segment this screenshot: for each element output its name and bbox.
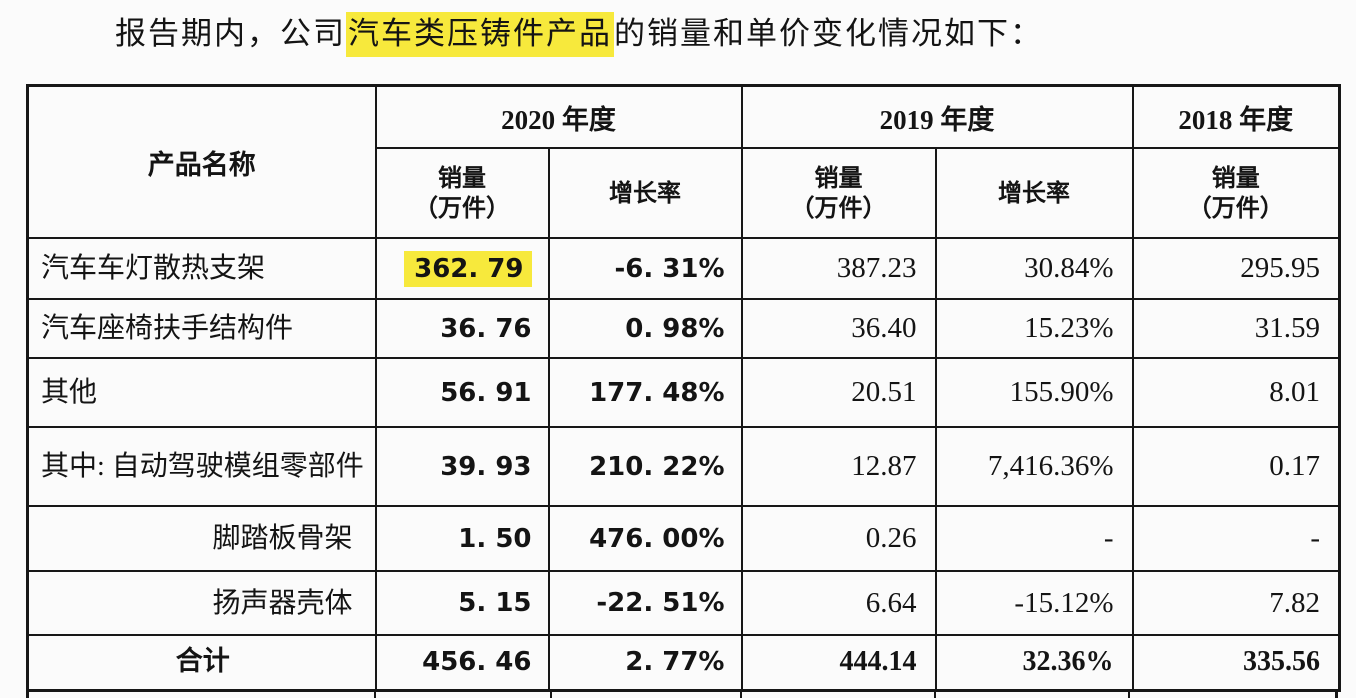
qty-2020-cell: 456. 46 xyxy=(374,634,550,691)
growth-2020-cell: 476. 00% xyxy=(547,505,743,572)
product-name-cell: 扬声器壳体 xyxy=(26,570,377,636)
header-row-metrics: 销量 （万件） 增长率 销量 （万件） 增长率 销量 （万件） xyxy=(28,147,1341,239)
header-2020-growth: 增长率 xyxy=(547,147,743,239)
growth-2020-cell: 0. 98% xyxy=(547,298,743,359)
header-2019-qty: 销量 （万件） xyxy=(740,147,937,239)
report-heading: 报告期内，公司汽车类压铸件产品的销量和单价变化情况如下： xyxy=(115,8,1043,57)
qty-2018-cell: 335.56 xyxy=(1131,634,1341,691)
growth-2019-cell: 32.36% xyxy=(934,634,1134,691)
qty-2019-cell: 444.14 xyxy=(740,634,937,691)
table-row: 扬声器壳体 5. 15 -22. 51% 6.64 -15.12% 7.82 xyxy=(26,570,1341,636)
growth-2020-cell: 177. 48% xyxy=(547,357,743,428)
qty-unit-label: （万件） xyxy=(1187,194,1284,223)
growth-2019-cell: 155.90% xyxy=(934,357,1134,428)
qty-unit-label: （万件） xyxy=(790,194,887,223)
total-label-cell: 合计 xyxy=(26,634,377,691)
qty-2020-cell: 56. 91 xyxy=(374,357,550,428)
header-year-2020: 2020 年度 xyxy=(374,84,743,150)
qty-2018-cell: 7.82 xyxy=(1131,570,1341,636)
growth-2019-cell: 15.23% xyxy=(934,298,1134,359)
partial-line xyxy=(374,690,376,698)
product-name-cell: 其他 xyxy=(26,357,377,428)
qty-2019-cell: 36.40 xyxy=(740,298,937,359)
table-row: 汽车座椅扶手结构件 36. 76 0. 98% 36.40 15.23% 31.… xyxy=(26,298,1341,359)
growth-2020-cell: 210. 22% xyxy=(547,426,743,507)
header-product-name: 产品名称 xyxy=(26,84,377,239)
growth-2020-cell: -6. 31% xyxy=(547,237,743,300)
qty-2019-cell: 387.23 xyxy=(740,237,937,300)
header-2019-growth: 增长率 xyxy=(934,147,1134,239)
heading-highlighted-phrase: 汽车类压铸件产品 xyxy=(346,12,614,57)
sales-price-table: 产品名称 2020 年度 2019 年度 2018 年度 销量 （万件） 增长率… xyxy=(26,84,1341,692)
qty-unit-label: （万件） xyxy=(414,194,510,223)
growth-2020-cell: 2. 77% xyxy=(547,634,743,691)
qty-2019-cell: 20.51 xyxy=(740,357,937,428)
qty-2019-cell: 12.87 xyxy=(740,426,937,507)
qty-2020-cell: 36. 76 xyxy=(374,298,550,359)
qty-2020-cell: 1. 50 xyxy=(374,505,550,572)
heading-text-pre: 报告期内，公司 xyxy=(115,16,346,51)
growth-2019-cell: 7,416.36% xyxy=(934,426,1134,507)
qty-2020-cell: 5. 15 xyxy=(374,570,550,636)
growth-2019-cell: - xyxy=(934,505,1134,572)
partial-line xyxy=(1128,690,1130,698)
highlighted-value: 362. 79 xyxy=(404,250,532,287)
partial-line xyxy=(934,690,936,698)
table-row: 脚踏板骨架 1. 50 476. 00% 0.26 - - xyxy=(26,505,1341,572)
table-row-total: 合计 456. 46 2. 77% 444.14 32.36% 335.56 xyxy=(26,634,1341,691)
product-name-cell: 汽车座椅扶手结构件 xyxy=(26,298,377,359)
qty-2019-cell: 0.26 xyxy=(740,505,937,572)
heading-text-post: 的销量和单价变化情况如下： xyxy=(614,16,1043,51)
table-row: 其他 56. 91 177. 48% 20.51 155.90% 8.01 xyxy=(26,357,1341,428)
table-row: 其中: 自动驾驶模组零部件 39. 93 210. 22% 12.87 7,41… xyxy=(26,426,1341,507)
qty-2018-cell: 31.59 xyxy=(1131,298,1341,359)
next-row-partial xyxy=(0,690,1356,698)
qty-label: 销量 xyxy=(1211,164,1260,193)
qty-2020-cell: 362. 79 xyxy=(374,237,550,300)
qty-2018-cell: 8.01 xyxy=(1131,357,1341,428)
product-name-cell: 汽车车灯散热支架 xyxy=(26,237,377,300)
partial-line xyxy=(1335,690,1338,698)
partial-line xyxy=(550,690,552,698)
partial-line xyxy=(26,690,29,698)
qty-label: 销量 xyxy=(438,164,486,193)
header-2018-qty: 销量 （万件） xyxy=(1131,147,1341,239)
header-year-2019: 2019 年度 xyxy=(740,84,1134,150)
qty-label: 销量 xyxy=(814,164,863,193)
qty-2019-cell: 6.64 xyxy=(740,570,937,636)
table-row: 汽车车灯散热支架 362. 79 -6. 31% 387.23 30.84% 2… xyxy=(26,237,1341,300)
growth-2019-cell: -15.12% xyxy=(934,570,1134,636)
qty-2020-cell: 39. 93 xyxy=(374,426,550,507)
header-row-years: 产品名称 2020 年度 2019 年度 2018 年度 xyxy=(26,84,1341,239)
partial-line xyxy=(740,690,742,698)
header-2020-qty: 销量 （万件） xyxy=(374,147,550,239)
growth-2019-cell: 30.84% xyxy=(934,237,1134,300)
header-year-2018: 2018 年度 xyxy=(1131,84,1341,150)
product-name-cell: 其中: 自动驾驶模组零部件 xyxy=(26,426,377,507)
qty-2018-cell: - xyxy=(1131,505,1341,572)
growth-2020-cell: -22. 51% xyxy=(547,570,743,636)
product-name-cell: 脚踏板骨架 xyxy=(26,505,377,572)
qty-2018-cell: 0.17 xyxy=(1131,426,1341,507)
qty-2018-cell: 295.95 xyxy=(1131,237,1341,300)
